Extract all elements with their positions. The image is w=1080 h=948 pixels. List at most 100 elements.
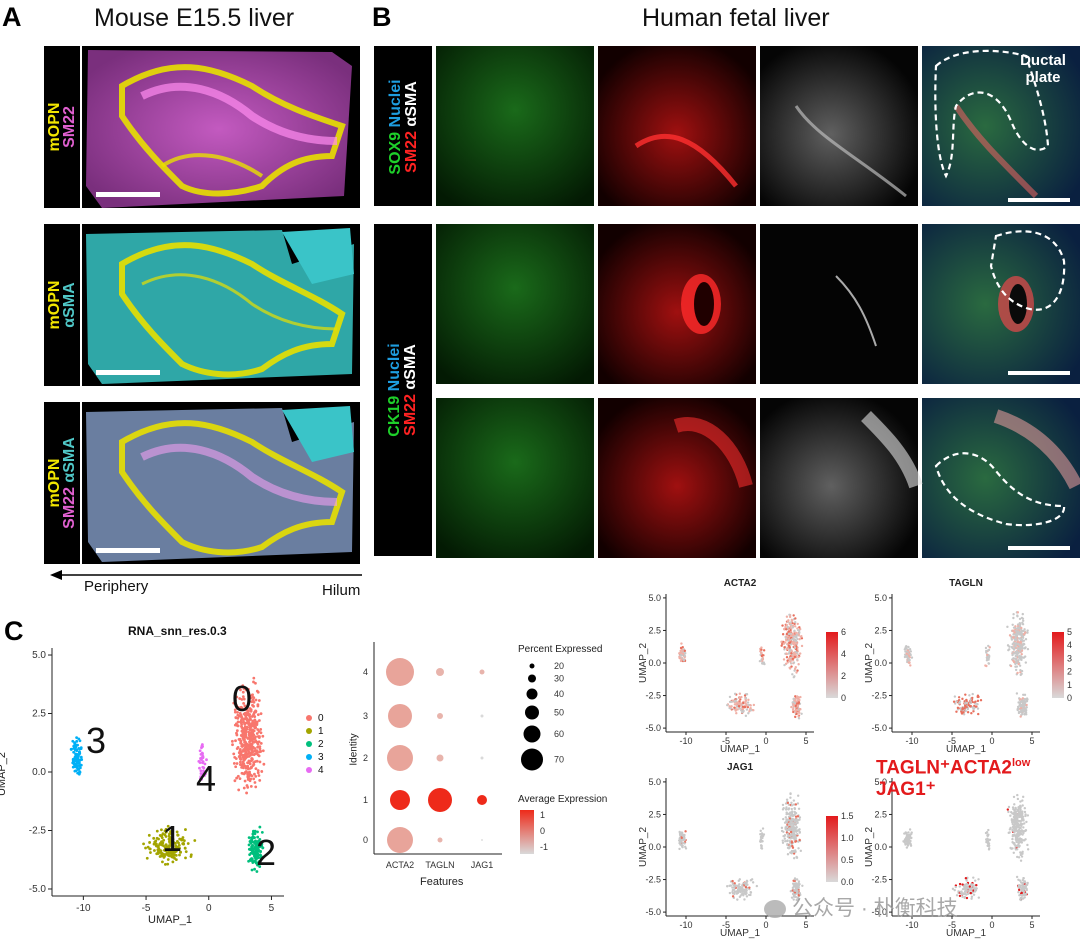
feature-point — [968, 694, 971, 697]
feature-point — [743, 881, 747, 885]
umap-point — [176, 846, 180, 850]
feature-point — [745, 895, 749, 898]
feature-point — [738, 883, 741, 886]
umap-point — [169, 840, 173, 844]
panel-a-title: Mouse E15.5 liver — [94, 4, 295, 32]
feature-point — [787, 628, 791, 631]
fp-title: TAGLN — [949, 578, 983, 589]
legend-item: 1 — [306, 725, 324, 738]
dot-mark — [390, 790, 410, 810]
feature-point — [760, 840, 764, 843]
umap-point — [256, 742, 260, 746]
size-legend-dot — [521, 748, 543, 771]
feature-point — [964, 709, 967, 713]
feature-point — [761, 661, 764, 665]
dot-mark — [388, 704, 412, 728]
feature-point — [789, 821, 792, 824]
feature-point — [984, 664, 987, 667]
umap-point — [239, 750, 243, 754]
feature-point — [794, 639, 798, 643]
dot-mark — [477, 795, 487, 805]
feature-point — [1026, 631, 1029, 634]
umap-point — [251, 861, 255, 864]
feature-point — [746, 701, 750, 704]
feature-point — [971, 884, 975, 887]
feature-point — [737, 885, 740, 888]
umap-point — [240, 724, 243, 728]
fp-title: ACTA2 — [724, 578, 757, 589]
feature-point — [1020, 649, 1024, 652]
umap-point — [252, 696, 256, 700]
feature-point — [789, 662, 793, 665]
umap-point — [237, 788, 241, 792]
feature-point — [1023, 881, 1027, 884]
fp-ytick: -5.0 — [871, 907, 887, 917]
feature-point — [790, 811, 794, 815]
feature-point — [734, 890, 738, 893]
fp-xtick: 5 — [1029, 920, 1034, 930]
umap-point — [234, 739, 237, 743]
feature-point — [751, 881, 755, 884]
dot-mark — [437, 837, 443, 843]
umap-point — [156, 845, 160, 849]
feature-point — [1009, 814, 1012, 817]
feature-point — [792, 898, 795, 901]
legend-dot — [306, 767, 312, 773]
umap-point — [255, 720, 259, 724]
umap-point — [247, 843, 251, 847]
legend-dot — [306, 728, 312, 734]
feature-point — [795, 708, 799, 712]
umap-point — [242, 766, 245, 770]
umap-xtick: 0 — [206, 903, 212, 914]
feature-point — [1025, 820, 1028, 824]
feature-point — [791, 626, 795, 629]
feature-point — [789, 632, 793, 636]
feature-point — [797, 880, 801, 883]
legend-item: 0 — [306, 712, 324, 725]
legend-item: 4 — [306, 764, 324, 777]
umap-point — [160, 834, 164, 837]
feature-point — [781, 841, 785, 844]
umap-point — [234, 765, 238, 769]
feature-point — [965, 879, 968, 882]
umap-point — [252, 777, 256, 781]
feature-point — [1014, 632, 1017, 636]
feature-point — [1022, 643, 1026, 646]
feature-point — [797, 886, 800, 889]
umap-point — [73, 741, 77, 745]
umap-point — [250, 715, 254, 718]
feature-point — [1026, 848, 1030, 851]
umap-point — [244, 735, 248, 739]
umap-point — [256, 745, 260, 749]
feature-point — [1014, 834, 1017, 838]
size-legend-label: 20 — [554, 661, 564, 671]
feature-point — [795, 651, 799, 654]
feature-point — [1012, 652, 1016, 655]
umap-title: RNA_snn_res.0.3 — [128, 624, 227, 638]
umap-point — [236, 705, 240, 709]
feature-point — [684, 845, 687, 849]
feature-point — [737, 888, 740, 891]
feature-point — [728, 891, 732, 895]
feature-point — [784, 816, 787, 819]
feature-point — [1021, 697, 1025, 700]
feature-point — [1006, 644, 1010, 647]
feature-point — [680, 836, 683, 840]
feature-point — [908, 648, 912, 651]
umap-point — [205, 758, 208, 762]
feature-point — [789, 660, 792, 663]
feature-point — [799, 652, 802, 655]
umap-point — [253, 715, 257, 718]
feature-point — [792, 661, 796, 664]
feature-point — [740, 709, 743, 712]
umap-point — [254, 725, 258, 729]
umap-point — [236, 774, 240, 778]
feature-point — [788, 845, 791, 848]
umap-point — [255, 689, 259, 693]
feature-point — [683, 654, 687, 658]
umap-point — [163, 833, 167, 837]
feature-point — [1023, 628, 1026, 631]
umap-point — [258, 745, 262, 749]
feature-point — [964, 877, 968, 880]
feature-point — [1021, 710, 1025, 713]
